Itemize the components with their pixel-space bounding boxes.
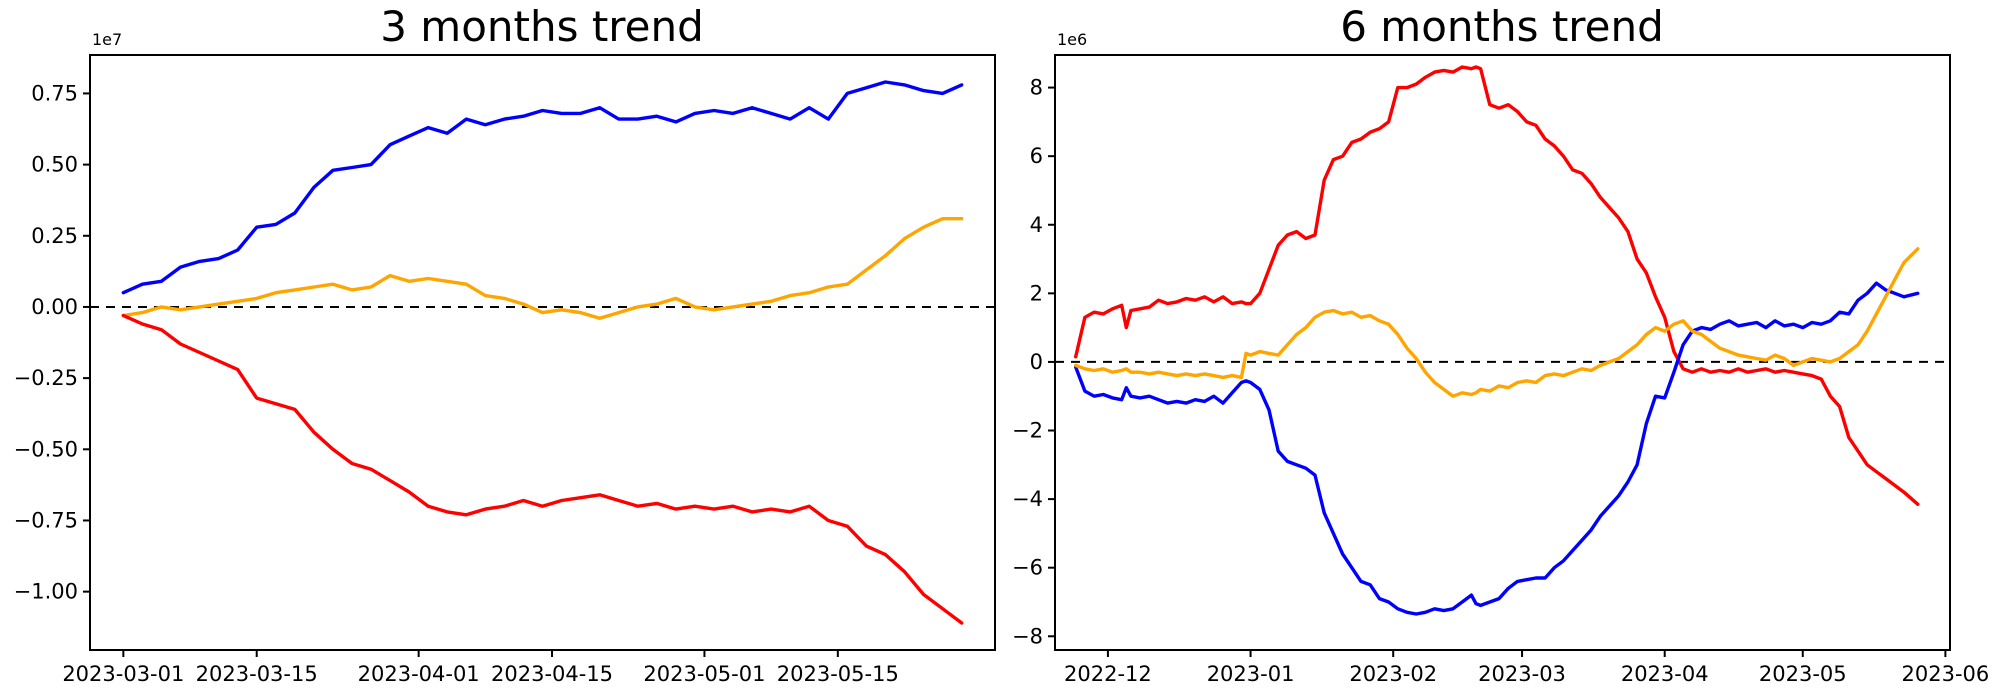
y-tick-label: −1.00 <box>14 580 78 604</box>
y-tick-label: 8 <box>1030 76 1043 100</box>
x-tick-label: 2022-12 <box>1064 662 1152 686</box>
series-orange-line <box>1073 247 1920 398</box>
series-red-line <box>1073 65 1920 506</box>
chart-title-6-months: 6 months trend <box>1340 2 1664 51</box>
y-tick-label: −6 <box>1012 556 1043 580</box>
y-axis-offset-label-1e6: 1e6 <box>1057 30 1088 49</box>
series-orange-line <box>121 216 964 320</box>
series-blue-line <box>121 80 964 295</box>
x-tick-label: 2023-05 <box>1759 662 1847 686</box>
x-tick-label: 2023-03 <box>1478 662 1566 686</box>
x-tick-label: 2023-05-15 <box>777 662 899 686</box>
y-tick-label: 4 <box>1030 213 1043 237</box>
plot-border <box>1054 54 1951 651</box>
y-axis-offset-label-1e7: 1e7 <box>92 30 123 49</box>
y-tick-label: −2 <box>1012 419 1043 443</box>
chart-6-months-trend: 8 6 4 2 0 −2 −4 −6 −8 2022-12 2023-01 2023-02 2023-0… <box>1012 54 1990 686</box>
y-tick-label: −0.75 <box>14 508 78 532</box>
y-tick-label: 6 <box>1030 144 1043 168</box>
chart-title-3-months: 3 months trend <box>380 2 704 51</box>
chart-3-months-trend: 0.75 0.50 0.25 0.00 −0.25 −0.50 −0.75 −1.00 2023… <box>14 54 996 686</box>
y-tick-label: 0.00 <box>31 295 78 319</box>
x-tick-label: 2023-01 <box>1207 662 1295 686</box>
x-tick-label: 2023-03-15 <box>196 662 318 686</box>
x-tick-label: 2023-05-01 <box>643 662 765 686</box>
x-tick-label: 2023-06 <box>1902 662 1990 686</box>
y-tick-label: −8 <box>1012 624 1043 648</box>
y-tick-label: 0.50 <box>31 153 78 177</box>
y-tick-label: 0.75 <box>31 81 78 105</box>
series-red-line <box>121 313 964 625</box>
x-tick-label: 2023-04 <box>1621 662 1709 686</box>
series-blue-line <box>1073 281 1920 616</box>
y-tick-label: −4 <box>1012 487 1043 511</box>
plot-border <box>89 54 996 651</box>
y-tick-label: 0.25 <box>31 224 78 248</box>
x-tick-label: 2023-02 <box>1349 662 1437 686</box>
x-tick-label: 2023-04-01 <box>358 662 480 686</box>
x-tick-label: 2023-03-01 <box>62 662 184 686</box>
y-tick-label: 2 <box>1030 281 1043 305</box>
y-tick-label: 0 <box>1030 350 1043 374</box>
x-tick-label: 2023-04-15 <box>491 662 613 686</box>
y-tick-label: −0.50 <box>14 437 78 461</box>
y-tick-label: −0.25 <box>14 366 78 390</box>
